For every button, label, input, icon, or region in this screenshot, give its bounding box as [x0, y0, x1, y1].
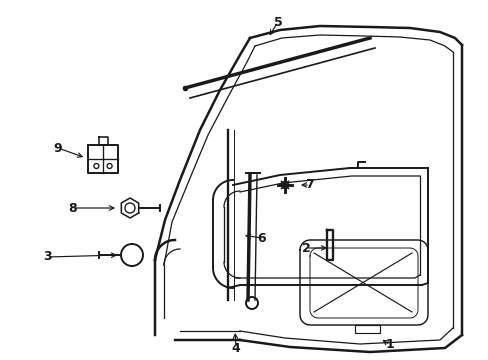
- Text: 1: 1: [385, 338, 393, 351]
- Text: 8: 8: [68, 202, 77, 215]
- Text: 7: 7: [305, 179, 314, 192]
- Text: 2: 2: [301, 242, 310, 255]
- Text: 6: 6: [257, 231, 266, 244]
- Text: 3: 3: [42, 251, 51, 264]
- Text: 5: 5: [273, 15, 282, 28]
- Text: 9: 9: [54, 141, 62, 154]
- Text: 4: 4: [231, 342, 240, 355]
